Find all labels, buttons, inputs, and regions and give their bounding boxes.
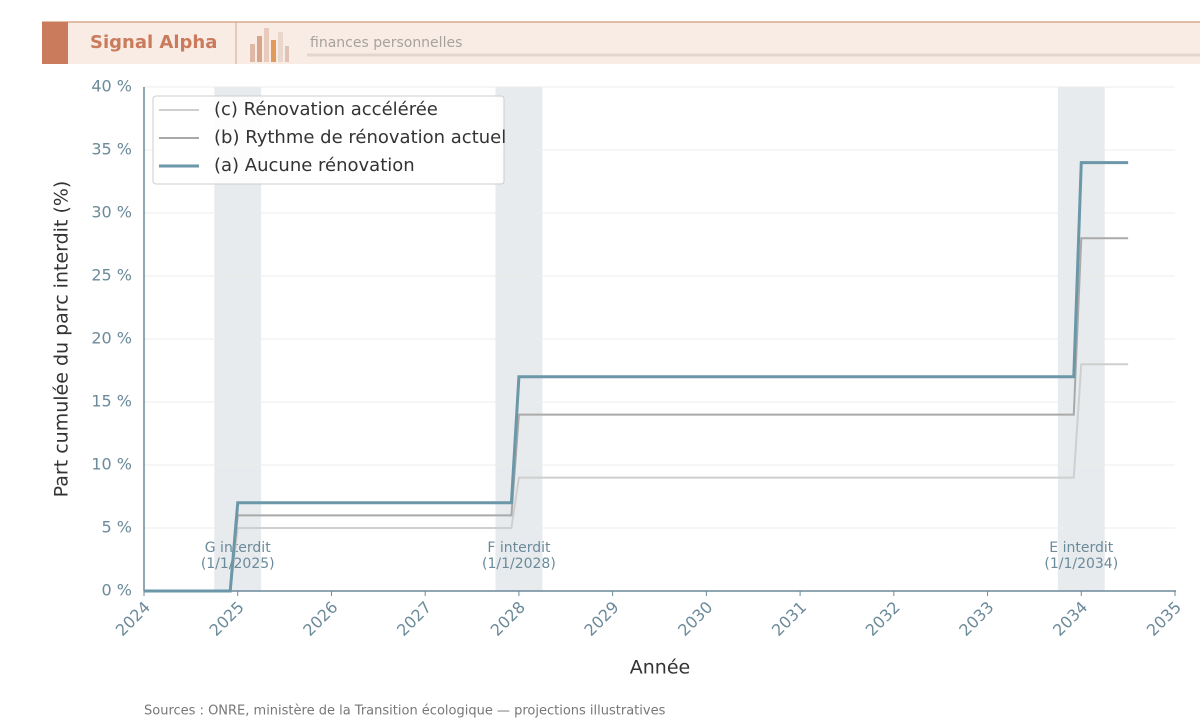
- y-tick-label: 20 %: [91, 329, 132, 348]
- legend-label: (a) Aucune rénovation: [214, 155, 415, 176]
- x-tick-label: 2029: [580, 598, 622, 640]
- x-tick-label: 2034: [1049, 598, 1091, 640]
- y-tick-label: 30 %: [91, 203, 132, 222]
- series-line: [144, 363, 1129, 592]
- tagline: finances personnelles: [310, 35, 462, 51]
- y-axis-label: Part cumulée du parc interdit (%): [51, 181, 73, 498]
- x-tick-label: 2032: [862, 598, 904, 640]
- legend-label: (c) Rénovation accélérée: [214, 99, 438, 120]
- y-tick-label: 0 %: [102, 581, 132, 600]
- annotation-date: (1/1/2028): [482, 556, 556, 572]
- y-tick-label: 15 %: [91, 392, 132, 411]
- header-mark: [42, 22, 68, 64]
- y-tick-label: 5 %: [102, 518, 132, 537]
- y-tick-label: 25 %: [91, 266, 132, 285]
- x-tick-label: 2027: [393, 598, 435, 640]
- x-tick-label: 2035: [1143, 598, 1185, 640]
- annotation: F interdit: [487, 540, 551, 556]
- legend-box: [152, 95, 505, 185]
- header-bar: [42, 22, 1200, 64]
- x-tick-label: 2024: [112, 598, 154, 640]
- x-tick-label: 2028: [487, 598, 529, 640]
- x-tick-label: 2033: [955, 598, 997, 640]
- y-tick-label: 40 %: [91, 77, 132, 96]
- annotation: G interdit: [205, 540, 271, 556]
- series-line: [144, 237, 1129, 592]
- header-icon: [250, 28, 289, 62]
- annotation-date: (1/1/2025): [201, 556, 275, 572]
- x-axis-label: Année: [630, 657, 690, 679]
- source: Sources : ONRE, ministère de la Transiti…: [144, 704, 666, 719]
- x-tick-label: 2030: [674, 598, 716, 640]
- x-tick-label: 2026: [299, 598, 341, 640]
- annotation: E interdit: [1049, 540, 1113, 556]
- x-tick-label: 2025: [206, 598, 248, 640]
- x-tick-label: 2031: [768, 598, 810, 640]
- brand: Signal Alpha: [90, 32, 217, 53]
- legend-label: (b) Rythme de rénovation actuel: [214, 127, 506, 148]
- series-line: [144, 161, 1129, 593]
- annotation-date: (1/1/2034): [1044, 556, 1118, 572]
- y-tick-label: 10 %: [91, 455, 132, 474]
- y-tick-label: 35 %: [91, 140, 132, 159]
